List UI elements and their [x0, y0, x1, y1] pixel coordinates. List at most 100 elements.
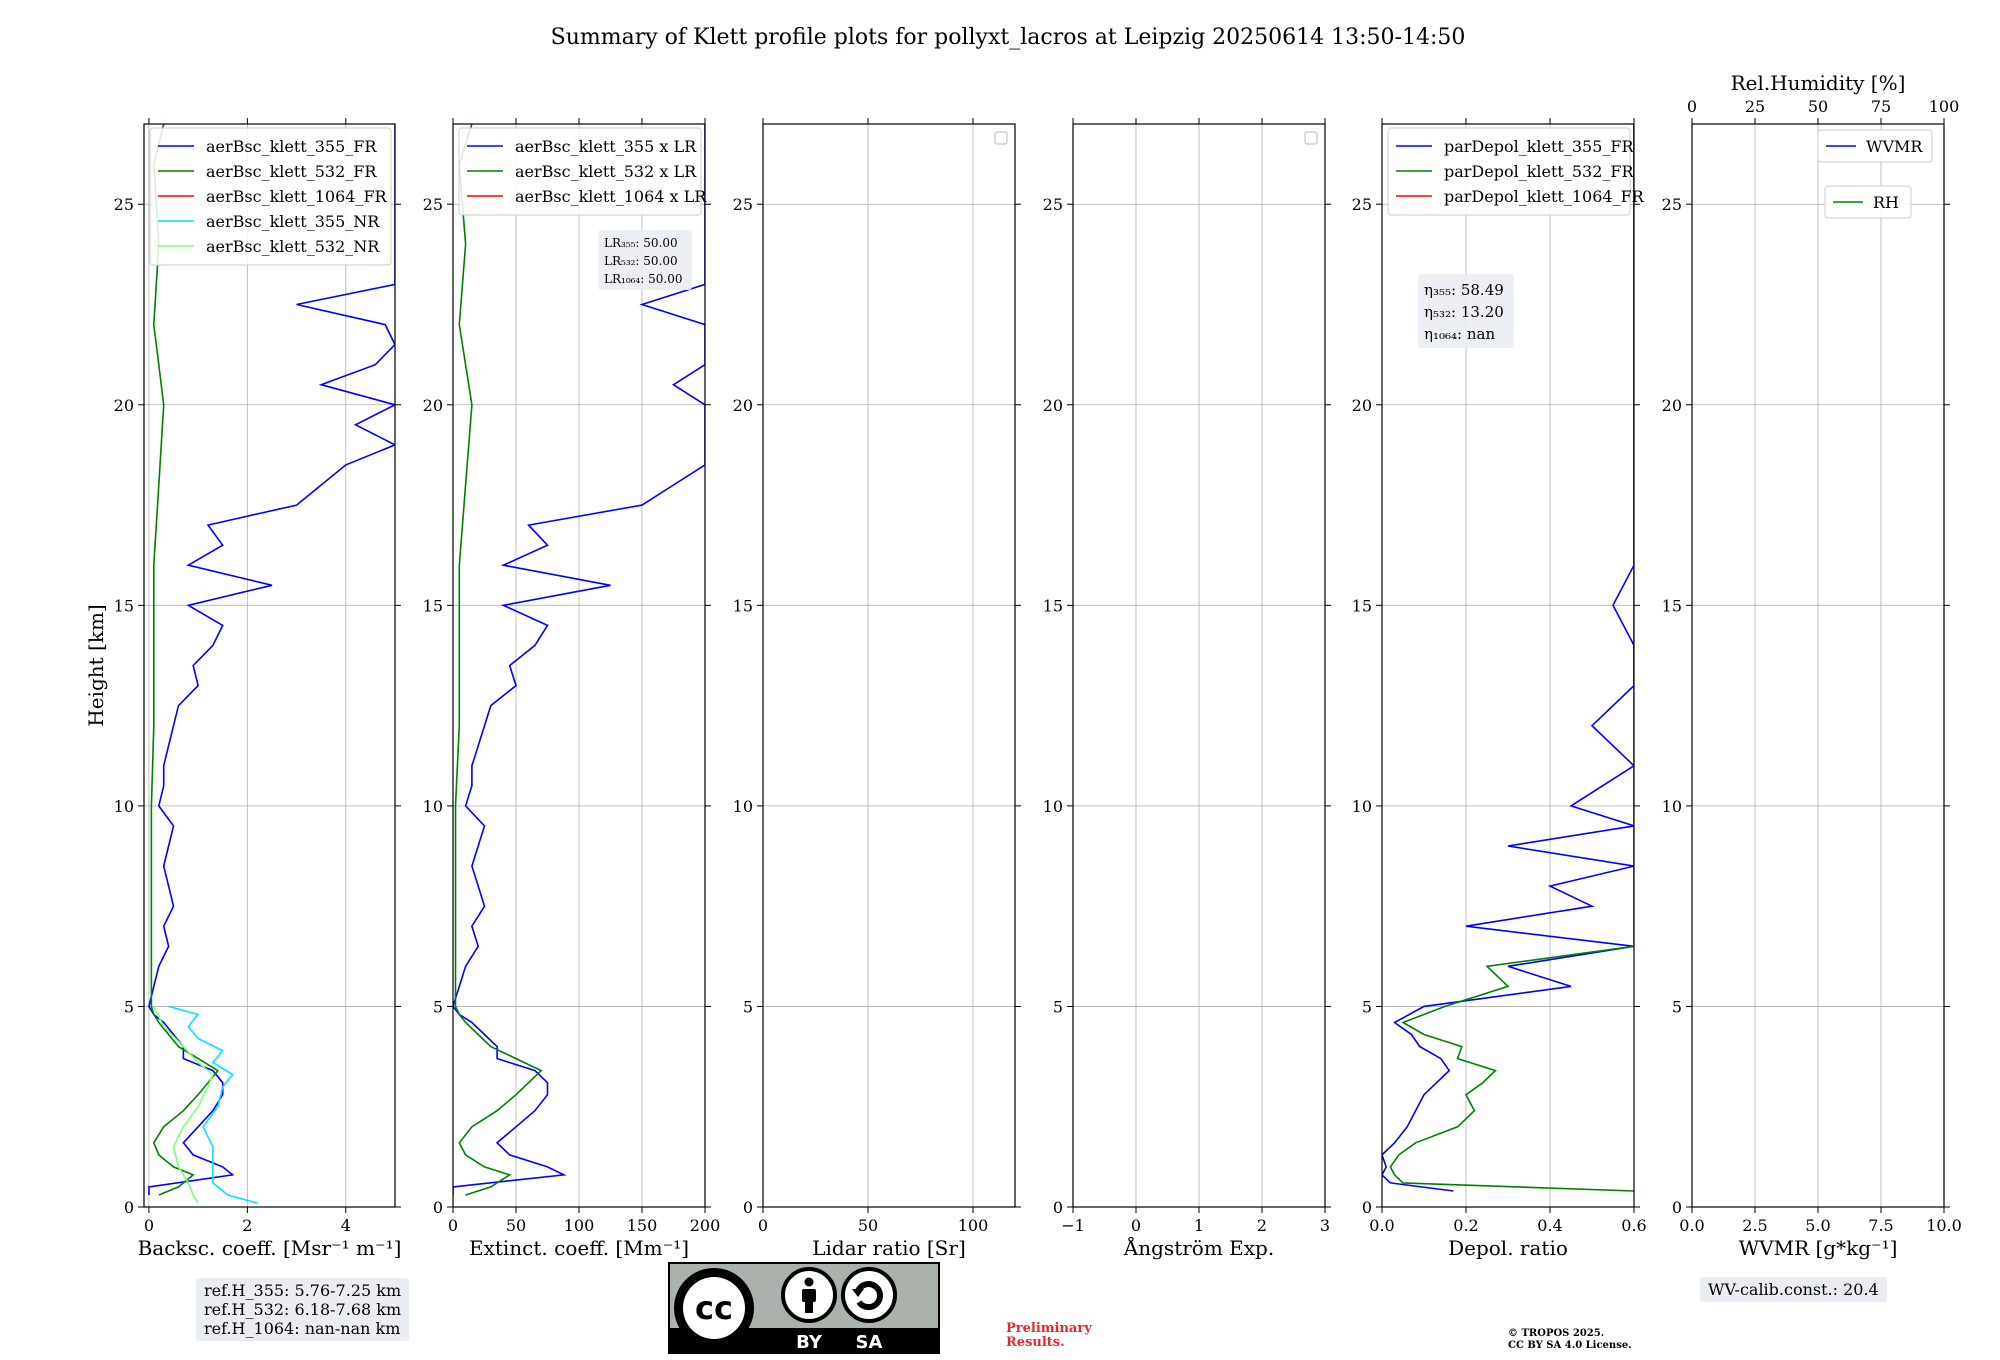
- axes-frame: [762, 123, 1016, 1208]
- x-tick-label: 2: [242, 1216, 252, 1235]
- x-tick-label: 5.0: [1805, 1216, 1830, 1235]
- x-tick-label: 10.0: [1926, 1216, 1962, 1235]
- x-tick-label: 50: [506, 1216, 526, 1235]
- y-tick-label: 25: [114, 195, 134, 214]
- legend-label: aerBsc_klett_355_NR: [206, 212, 380, 231]
- ref-height-355: ref.H_355: 5.76-7.25 km: [204, 1281, 402, 1300]
- x-tick-label: 4: [341, 1216, 351, 1235]
- series-group: [1382, 124, 1634, 1192]
- preliminary-line-2: Results.: [1006, 1335, 1065, 1350]
- y-tick-label: 5: [1362, 997, 1372, 1016]
- legend-label: parDepol_klett_1064_FR: [1444, 187, 1645, 206]
- series-line-5: [153, 1006, 214, 1204]
- legend-label: aerBsc_klett_532_NR: [206, 237, 380, 256]
- x2-tick-label: 50: [1808, 97, 1828, 116]
- y-tick-label: 0: [1362, 1198, 1372, 1217]
- y-tick-label: 10: [114, 797, 134, 816]
- series-group: [453, 124, 705, 1196]
- x-axis-label: Backsc. coeff. [Msr⁻¹ m⁻¹]: [138, 1236, 402, 1260]
- y-tick-label: 0: [433, 1198, 443, 1217]
- y-tick-label: 10: [733, 797, 753, 816]
- figure-title: Summary of Klett profile plots for polly…: [551, 25, 1466, 50]
- copyright-line-1: © TROPOS 2025.: [1508, 1328, 1605, 1339]
- panel-2: 0 50 100 150 200 0 5 10 15 20 25 Extinct. coeff. [M…: [423, 118, 721, 1260]
- y-tick-label: 5: [1672, 997, 1682, 1016]
- by-label: BY: [796, 1332, 823, 1353]
- y-tick-label: 25: [423, 195, 443, 214]
- legend-label: RH: [1873, 193, 1899, 212]
- y-tick-label: 20: [1352, 396, 1372, 415]
- legend-box: [1824, 185, 1912, 219]
- y-tick-label: 15: [1662, 596, 1682, 615]
- x-tick-label: 3: [1320, 1216, 1330, 1235]
- y-tick-label: 10: [1043, 797, 1063, 816]
- y-tick-label: 15: [423, 596, 443, 615]
- y-tick-label: 20: [1662, 396, 1682, 415]
- y-tick-label: 20: [1043, 396, 1063, 415]
- lidar-ratio-box: [598, 230, 692, 290]
- calibration-box: [1418, 274, 1514, 348]
- y-tick-label: 20: [114, 396, 134, 415]
- x-tick-label: 200: [690, 1216, 721, 1235]
- x-tick-label: 1: [1194, 1216, 1204, 1235]
- y-tick-label: 20: [733, 396, 753, 415]
- panel-6: 0.0 2.5 5.0 7.5 10.0 0 5 10 15 20 25 WVMR [g*kg⁻¹] 0…: [1662, 71, 1962, 1260]
- y-tick-label: 5: [433, 997, 443, 1016]
- x-tick-label: 0.0: [1369, 1216, 1394, 1235]
- lidar-ratio-label: LR₅₃₂: 50.00: [604, 254, 678, 268]
- legend-box: [1387, 127, 1631, 216]
- legend-label: aerBsc_klett_532_FR: [206, 162, 377, 181]
- share-alike-icon: [841, 1267, 897, 1323]
- legend-box: [1817, 129, 1933, 163]
- legend-box: [149, 127, 392, 266]
- wv-calibration-box: WV-calib.const.: 20.4: [1700, 1277, 1887, 1302]
- y-tick-label: 15: [1043, 596, 1063, 615]
- x-axis-label: WVMR [g*kg⁻¹]: [1739, 1236, 1898, 1260]
- lidar-ratio-label: LR₁₀₆₄: 50.00: [604, 272, 682, 286]
- y-tick-label: 25: [1352, 195, 1372, 214]
- series-line-4: [168, 1005, 258, 1204]
- x-tick-label: 0: [448, 1216, 458, 1235]
- x-axis-label: Lidar ratio [Sr]: [812, 1236, 966, 1260]
- x-tick-label: 0.6: [1621, 1216, 1646, 1235]
- y-tick-label: 25: [733, 195, 753, 214]
- calibration-label: η₃₅₅: 58.49: [1424, 281, 1504, 299]
- panel-5: 0.0 0.2 0.4 0.6 0 5 10 15 20 25 Depol. ratio parDep…: [1352, 118, 1647, 1260]
- axes-frame: [143, 123, 396, 1208]
- x-axis-label: Depol. ratio: [1448, 1236, 1568, 1260]
- attribution-person-icon: [781, 1267, 837, 1323]
- ref-height-532: ref.H_532: 6.18-7.68 km: [204, 1300, 402, 1319]
- series-line-1: [453, 124, 705, 1195]
- x-tick-label: 0.2: [1453, 1216, 1478, 1235]
- y-tick-label: 15: [114, 596, 134, 615]
- x-axis-label: Extinct. coeff. [Mm⁻¹]: [469, 1236, 689, 1260]
- y-axis-label: Height [km]: [84, 604, 108, 726]
- y-tick-label: 25: [1662, 195, 1682, 214]
- x-axis-label: Ångström Exp.: [1123, 1235, 1274, 1260]
- y-tick-label: 0: [1053, 1198, 1063, 1217]
- cc-by-sa-logo: cc BY SA: [668, 1262, 940, 1354]
- series-line-1: [1382, 124, 1634, 1192]
- x-tick-label: 0: [144, 1216, 154, 1235]
- series-line-2: [1389, 124, 1634, 1192]
- empty-legend-marker: [1304, 131, 1318, 145]
- lidar-ratio-label: LR₃₅₅: 50.00: [604, 236, 678, 250]
- legend-label: aerBsc_klett_1064_FR: [206, 187, 388, 206]
- legend-label: aerBsc_klett_532 x LR: [515, 162, 697, 181]
- series-line-1: [148, 124, 395, 1195]
- y-tick-label: 20: [423, 396, 443, 415]
- x2-tick-label: 100: [1929, 97, 1960, 116]
- y-tick-label: 10: [1662, 797, 1682, 816]
- legend-label: parDepol_klett_532_FR: [1444, 162, 1635, 181]
- panel-1: 0 2 4 0 5 10 15 20 25 Backsc. coeff. [Msr⁻¹ m⁻¹] H…: [84, 118, 401, 1260]
- x-tick-label: 150: [627, 1216, 658, 1235]
- legend-label: parDepol_klett_355_FR: [1444, 137, 1635, 156]
- legend-label: WVMR: [1866, 137, 1923, 156]
- series-group: [148, 124, 395, 1204]
- empty-legend-marker: [994, 131, 1008, 145]
- ref-height-1064: ref.H_1064: nan-nan km: [204, 1319, 401, 1338]
- x2-tick-label: 0: [1687, 97, 1697, 116]
